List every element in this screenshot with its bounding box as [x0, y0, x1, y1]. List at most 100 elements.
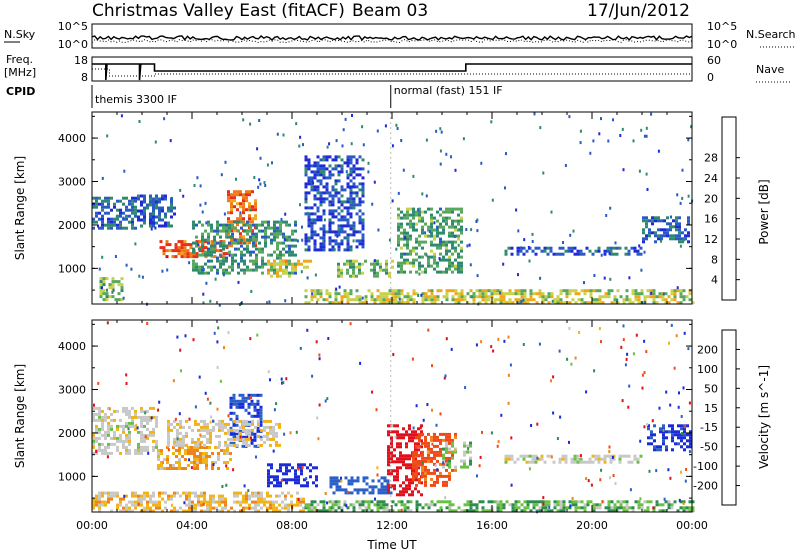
echo-cell [152, 509, 155, 513]
freq-tick-top: 18 [74, 54, 88, 67]
scatter-cell [395, 123, 398, 127]
scatter-cell [95, 450, 98, 453]
echo-cell [338, 479, 342, 483]
echo-cell [394, 503, 398, 507]
echo-cell [675, 216, 678, 220]
echo-cell [137, 197, 140, 201]
echo-cell [231, 232, 234, 236]
echo-cell [340, 224, 344, 228]
echo-cell [418, 480, 421, 484]
echo-cell [158, 218, 161, 222]
echo-cell [397, 240, 400, 244]
scatter-cell [299, 203, 301, 207]
echo-cell [451, 503, 455, 507]
echo-cell [218, 419, 221, 423]
echo-cell [661, 298, 665, 302]
echo-cell [454, 301, 458, 305]
scatter-cell [98, 267, 101, 271]
scatter-cell [281, 381, 283, 385]
scatter-cell [624, 363, 627, 367]
echo-cell [382, 509, 386, 513]
echo-cell [433, 216, 436, 220]
echo-cell [390, 451, 393, 455]
echo-cell [660, 237, 663, 241]
echo-cell [176, 440, 179, 444]
scatter-cell [680, 470, 682, 474]
echo-cell [213, 235, 216, 239]
echo-cell [657, 219, 660, 223]
echo-cell [616, 506, 620, 510]
echo-cell [128, 220, 131, 224]
scatter-cell [213, 331, 216, 335]
scatter-cell [362, 143, 365, 147]
echo-cell [203, 509, 206, 513]
scatter-cell [154, 226, 157, 230]
echo-cell [421, 231, 424, 235]
echo-cell [385, 509, 389, 513]
echo-cell [294, 253, 297, 257]
echo-cell [269, 431, 272, 435]
echo-cell [125, 433, 128, 437]
echo-cell [220, 449, 223, 452]
echo-cell [303, 259, 306, 263]
echo-cell [531, 460, 535, 464]
echo-cell [355, 203, 359, 207]
scatter-cell [259, 182, 262, 186]
scatter-cell [497, 337, 500, 341]
echo-cell [565, 506, 569, 510]
echo-cell [393, 478, 396, 482]
scatter-cell [670, 215, 672, 219]
echo-cell [355, 298, 359, 302]
echo-cell [415, 222, 418, 226]
echo-cell [376, 509, 380, 513]
echo-cell [380, 476, 384, 480]
echo-cell [102, 298, 106, 302]
echo-cell [310, 506, 314, 510]
echo-cell [328, 164, 332, 168]
echo-cell [170, 203, 173, 207]
echo-cell [179, 419, 182, 423]
echo-cell [256, 402, 260, 406]
echo-cell [254, 500, 257, 504]
echo-cell [95, 406, 98, 410]
scatter-cell [651, 419, 654, 423]
echo-cell [155, 206, 158, 210]
echo-cell [273, 232, 276, 236]
scatter-cell [298, 144, 301, 148]
echo-cell [664, 292, 668, 296]
echo-cell [92, 442, 95, 446]
echo-cell [207, 232, 210, 236]
echo-cell [273, 226, 276, 230]
echo-cell [120, 277, 124, 281]
echo-cell [662, 433, 665, 437]
echo-cell [685, 295, 689, 299]
scatter-cell [317, 437, 320, 441]
echo-cell [102, 292, 106, 296]
scatter-cell [283, 238, 286, 242]
echo-cell [541, 301, 545, 305]
echo-cell [448, 207, 451, 211]
echo-cell [107, 196, 110, 200]
echo-cell [279, 469, 282, 473]
scatter-cell [645, 350, 648, 354]
echo-cell [149, 194, 152, 198]
echo-cell [128, 409, 131, 413]
echo-cell [553, 301, 557, 305]
echo-cell [662, 424, 665, 428]
nsearch-tick-top: 10^5 [707, 20, 737, 33]
echo-cell [526, 500, 530, 504]
echo-cell [451, 453, 454, 457]
echo-cell [278, 443, 281, 447]
echo-cell [152, 218, 155, 222]
echo-cell [241, 435, 245, 439]
scatter-cell [568, 115, 571, 119]
echo-cell [170, 497, 173, 501]
echo-cell [270, 241, 273, 245]
echo-cell [463, 459, 466, 463]
echo-cell [245, 196, 248, 200]
echo-cell [424, 267, 427, 271]
echo-cell [577, 292, 581, 296]
echo-cell [686, 439, 689, 443]
scatter-cell [415, 404, 418, 408]
echo-cell [198, 247, 201, 251]
